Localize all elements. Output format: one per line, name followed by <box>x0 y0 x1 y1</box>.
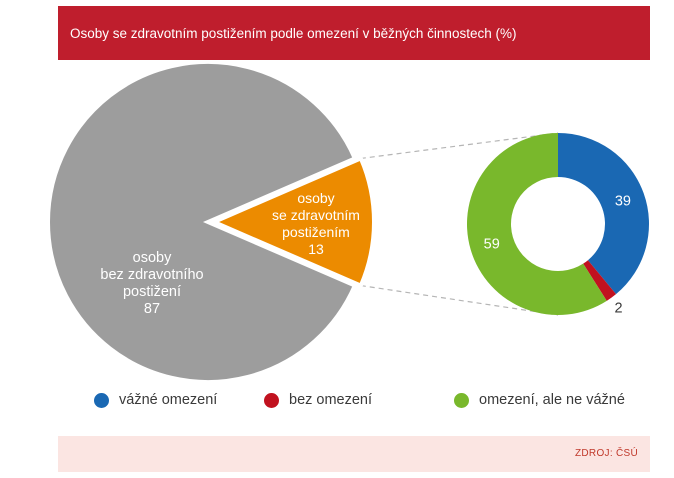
pie-label-with-disability: osoby se zdravotním postižením 13 <box>272 190 360 257</box>
legend-swatch-red <box>264 392 279 408</box>
main-pie-labels: osoby bez zdravotního postižení 87 osoby se z… <box>100 190 360 317</box>
pie-label-without-disability: osoby bez zdravotního postižení 87 <box>100 250 203 317</box>
legend-item-none: bez omezení <box>264 392 372 408</box>
connector-line-top <box>360 132 559 160</box>
donut-label-limitation-not-serious: 59 <box>484 236 500 252</box>
source-note: ZDROJ: ČSÚ <box>575 448 638 459</box>
footer-bar: ZDROJ: ČSÚ <box>58 436 650 472</box>
donut-slice-limitation-not-serious <box>467 133 607 315</box>
legend: vážné omezení bez omezení omezení, ale n… <box>0 388 674 418</box>
donut-label-no-limitation: 2 <box>615 300 623 316</box>
legend-item-serious: vážné omezení <box>94 392 217 408</box>
pie-slice-with-disability <box>208 155 376 289</box>
chart-title: Osoby se zdravotním postižením podle ome… <box>70 25 517 41</box>
donut-slice-no-limitation <box>583 260 617 301</box>
chart-title-bar: Osoby se zdravotním postižením podle ome… <box>58 6 650 60</box>
chart-canvas: osoby bez zdravotního postižení 87 osoby se z… <box>46 60 649 384</box>
legend-item-not-serious: omezení, ale ne vážné <box>454 392 625 408</box>
detail-donut <box>467 133 649 315</box>
legend-label: bez omezení <box>289 392 373 408</box>
connector-lines <box>360 132 559 316</box>
detail-donut-labels: 39 59 2 <box>484 194 631 317</box>
donut-slice-serious-limitation <box>558 133 649 295</box>
legend-label: omezení, ale ne vážné <box>479 392 625 408</box>
main-pie <box>46 60 376 384</box>
legend-swatch-blue <box>94 392 109 408</box>
donut-label-serious-limitation: 39 <box>615 194 631 210</box>
pie-slice-without-disability <box>46 60 358 384</box>
legend-label: vážné omezení <box>119 392 218 408</box>
legend-swatch-green <box>454 392 469 408</box>
connector-line-bottom <box>360 284 559 316</box>
